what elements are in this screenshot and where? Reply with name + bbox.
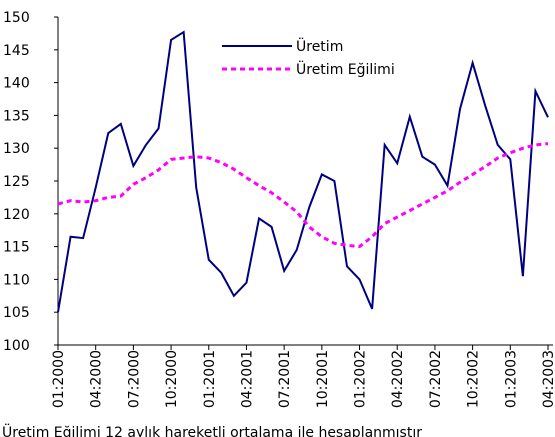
x-tick-label: 01:2000 bbox=[51, 350, 67, 408]
y-tick-label: 130 bbox=[3, 141, 30, 157]
y-tick-label: 145 bbox=[3, 43, 30, 59]
data-line bbox=[57, 30, 549, 313]
x-tick-label: 10:2001 bbox=[315, 350, 331, 408]
y-tick-label: 110 bbox=[3, 272, 30, 288]
y-tick-label: 125 bbox=[3, 174, 30, 190]
y-tick-label: 100 bbox=[3, 338, 30, 354]
x-tick-label: 04:2001 bbox=[239, 350, 255, 408]
x-tick-label: 04:2003 bbox=[541, 350, 555, 408]
x-tick-label: 01:2001 bbox=[202, 350, 218, 408]
x-tick-label: 04:2000 bbox=[89, 350, 105, 408]
legend-label: Üretim Eğilimi bbox=[296, 60, 395, 78]
x-tick-label: 01:2003 bbox=[503, 350, 519, 408]
y-tick-label: 105 bbox=[3, 305, 30, 321]
x-tick-label: 10:2000 bbox=[164, 350, 180, 408]
x-tick-label: 04:2002 bbox=[390, 350, 406, 408]
x-tick-label: 07:2001 bbox=[277, 350, 293, 408]
y-tick-label: 150 bbox=[3, 10, 30, 26]
legend-label: Üretim bbox=[296, 37, 343, 55]
x-tick-label: 01:2002 bbox=[353, 350, 369, 408]
x-tick-label: 07:2002 bbox=[428, 350, 444, 408]
y-tick-label: 140 bbox=[3, 76, 30, 92]
data-line bbox=[57, 142, 549, 249]
footnote: Üretim Eğilimi 12 aylık hareketli ortala… bbox=[2, 423, 422, 437]
y-tick-label: 135 bbox=[3, 108, 30, 124]
y-tick-label: 120 bbox=[3, 207, 30, 223]
x-tick-label: 10:2002 bbox=[466, 350, 482, 408]
x-tick-label: 07:2000 bbox=[126, 350, 142, 408]
y-tick-label: 115 bbox=[3, 240, 30, 256]
